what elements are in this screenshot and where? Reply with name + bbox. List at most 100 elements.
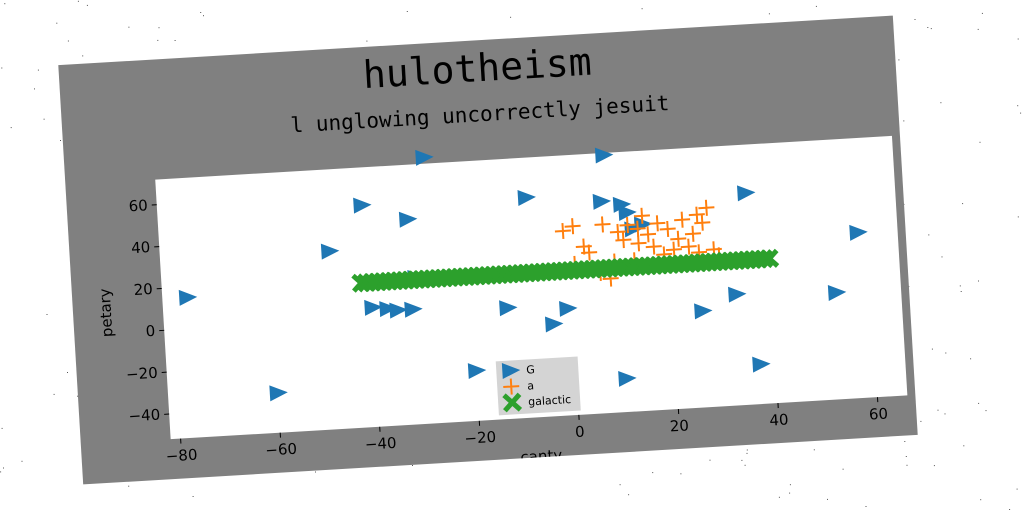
speckle-dot (959, 285, 961, 287)
points-layer (178, 147, 868, 402)
legend-marker-G (501, 363, 521, 380)
data-point-G (404, 301, 423, 318)
data-point-a (633, 207, 650, 224)
speckle-dot (1009, 509, 1011, 510)
data-point-G (320, 243, 340, 260)
speckle-dot (789, 484, 791, 486)
y-tick-label: 40 (131, 238, 151, 257)
data-point-G (353, 197, 372, 214)
data-point-a (615, 231, 632, 249)
x-tick-label: 60 (868, 405, 888, 424)
y-tick-label: −40 (128, 406, 161, 426)
data-point-a (694, 214, 711, 231)
data-point-G (398, 211, 418, 228)
speckle-dot (82, 55, 84, 57)
x-tick-label: 0 (575, 423, 586, 442)
data-point-G (728, 286, 747, 303)
speckle-dot (315, 471, 316, 473)
plot-area (155, 135, 908, 440)
legend-marker-galactic (502, 392, 523, 413)
speckle-dot (37, 69, 39, 71)
speckle-dot (903, 120, 905, 122)
speckle-dot (978, 280, 979, 282)
speckle-dot (905, 456, 907, 457)
data-point-G (618, 370, 637, 387)
speckle-dot (746, 452, 748, 454)
speckle-dot (970, 358, 972, 360)
data-point-a (670, 230, 687, 247)
data-point-a (575, 238, 592, 255)
data-point-G (559, 300, 578, 317)
speckle-dot (1, 427, 3, 429)
data-point-a (674, 211, 691, 228)
data-point-a (684, 225, 701, 242)
speckle-dot (56, 22, 58, 24)
speckle-dot (741, 459, 743, 461)
y-axis-ticks: −40 −20 0 20 40 60 (126, 196, 170, 426)
x-tick-label: 20 (669, 416, 689, 435)
speckle-dot (980, 499, 982, 501)
speckle-dot (46, 314, 48, 315)
speckle-dot (977, 28, 979, 30)
speckle-dot (789, 492, 791, 494)
speckle-dot (928, 234, 930, 236)
speckle-dot (1, 67, 3, 69)
speckle-dot (981, 12, 983, 14)
speckle-dot (978, 402, 980, 404)
data-point-a (645, 238, 662, 255)
data-point-G (499, 300, 518, 317)
data-point-a (659, 220, 676, 238)
legend-label: a (527, 379, 535, 392)
data-point-G (389, 302, 408, 319)
speckle-dot (21, 460, 23, 462)
x-tick-label: −60 (265, 440, 298, 460)
speckle-dot (4, 3, 6, 5)
speckle-dot (680, 473, 682, 475)
speckle-dot (652, 472, 654, 474)
data-point-G (415, 149, 434, 166)
speckle-dot (865, 506, 867, 507)
data-point-a (564, 218, 581, 235)
data-point-G (737, 185, 756, 202)
speckle-dot (10, 127, 12, 129)
speckle-dot (3, 467, 4, 469)
speckle-dot (1020, 112, 1022, 114)
data-point-G (544, 316, 564, 333)
data-point-G (269, 385, 288, 402)
speckle-dot (1017, 216, 1019, 218)
speckle-dot (77, 0, 79, 2)
data-point-G (379, 301, 398, 318)
data-point-a (619, 217, 636, 234)
speckle-dot (906, 464, 908, 466)
speckle-dot (930, 28, 932, 30)
speckle-dot (842, 468, 844, 470)
speckle-dot (979, 141, 981, 143)
data-point-a (629, 220, 646, 237)
speckle-dot (985, 410, 987, 412)
speckle-dot (920, 420, 922, 422)
speckle-dot (34, 88, 35, 90)
data-point-G (364, 299, 383, 316)
speckle-dot (962, 203, 964, 205)
speckle-dot (827, 498, 828, 500)
data-point-a (680, 238, 697, 255)
speckle-dot (904, 441, 906, 442)
speckle-dot (914, 19, 916, 20)
speckle-dot (53, 393, 55, 395)
data-point-G (849, 224, 868, 241)
data-point-G (612, 196, 632, 213)
speckle-dot (898, 59, 900, 61)
x-tick-label: 40 (769, 410, 789, 429)
speckle-dot (86, 4, 88, 6)
y-tick-label: 60 (128, 196, 148, 215)
speckle-dot (927, 27, 929, 28)
speckle-dot (931, 348, 933, 350)
legend-marker-a (503, 378, 520, 395)
y-axis-label: petary (96, 288, 117, 338)
speckle-dot (1016, 488, 1018, 490)
speckle-dot (628, 494, 630, 496)
data-point-a (609, 223, 626, 240)
x-axis-ticks: −80 −60 −40 −20 0 20 40 60 (165, 397, 889, 465)
data-point-G (178, 289, 198, 306)
